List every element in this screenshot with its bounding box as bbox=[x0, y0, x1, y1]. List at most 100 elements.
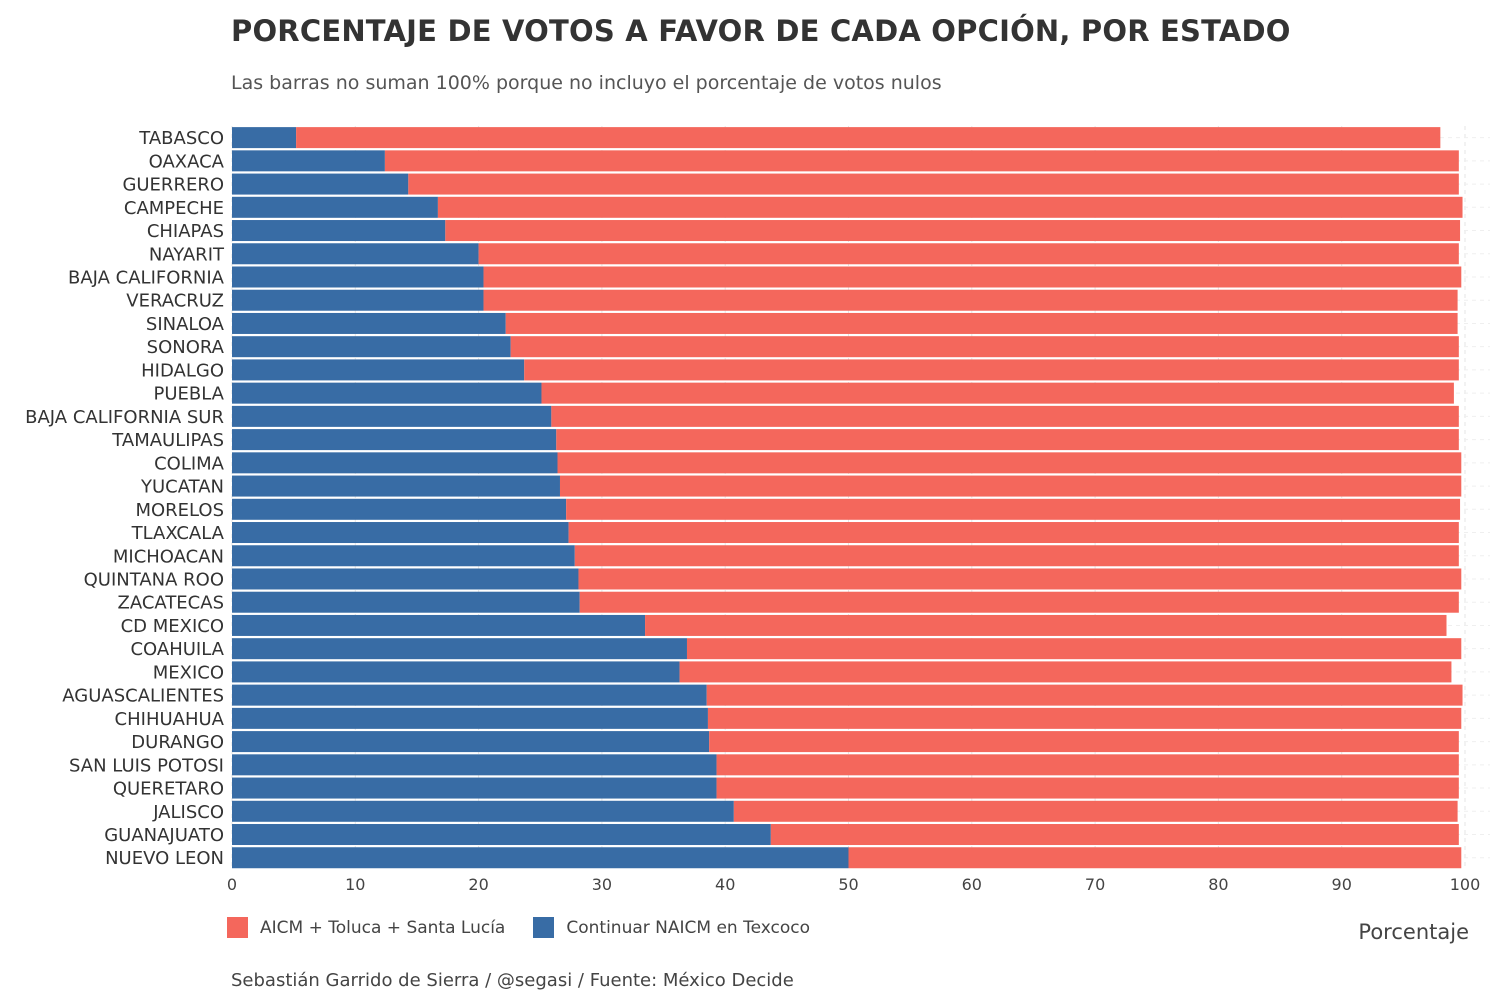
bar-naicm-tamaulipas bbox=[232, 429, 557, 451]
y-tick-label: TABASCO bbox=[138, 128, 224, 149]
y-tick-label: TAMAULIPAS bbox=[111, 430, 224, 451]
y-tick-label: VERACRUZ bbox=[126, 291, 224, 312]
y-tick-label: PUEBLA bbox=[153, 384, 224, 405]
bar-naicm-baja-california bbox=[232, 266, 484, 288]
y-tick-label: COAHUILA bbox=[130, 639, 224, 660]
bar-naicm-guanajuato bbox=[232, 824, 771, 846]
chart-subtitle: Las barras no suman 100% porque no inclu… bbox=[231, 72, 942, 94]
x-tick-label: 70 bbox=[1085, 875, 1105, 894]
y-tick-label: OAXACA bbox=[149, 151, 225, 172]
legend: AICM + Toluca + Santa Lucía Continuar NA… bbox=[227, 917, 838, 938]
legend-item-aicm: AICM + Toluca + Santa Lucía bbox=[227, 917, 505, 938]
y-tick-label: YUCATAN bbox=[140, 477, 224, 498]
bar-aicm-campeche bbox=[437, 196, 1463, 218]
bar-aicm-tabasco bbox=[296, 127, 1441, 149]
bar-naicm-oaxaca bbox=[232, 150, 385, 172]
bar-aicm-sonora bbox=[510, 336, 1459, 358]
y-tick-label: MICHOACAN bbox=[113, 546, 224, 567]
y-tick-label: SONORA bbox=[147, 337, 225, 358]
x-tick-label: 50 bbox=[838, 875, 858, 894]
bar-aicm-guerrero bbox=[408, 173, 1459, 195]
bar-aicm-chiapas bbox=[445, 220, 1461, 242]
bar-aicm-baja-california bbox=[483, 266, 1462, 288]
bar-naicm-jalisco bbox=[232, 800, 734, 822]
bar-aicm-oaxaca bbox=[384, 150, 1459, 172]
bar-naicm-chiapas bbox=[232, 220, 446, 242]
bar-naicm-campeche bbox=[232, 196, 438, 218]
y-tick-label: CD MEXICO bbox=[121, 616, 224, 637]
y-tick-label: ZACATECAS bbox=[118, 593, 225, 614]
bar-naicm-nuevo-leon bbox=[232, 847, 849, 869]
legend-swatch-naicm bbox=[533, 917, 555, 938]
bar-naicm-michoacan bbox=[232, 545, 575, 567]
bar-naicm-coahuila bbox=[232, 638, 687, 660]
y-tick-label: BAJA CALIFORNIA bbox=[68, 267, 225, 288]
x-tick-label: 90 bbox=[1332, 875, 1352, 894]
y-tick-label: GUERRERO bbox=[122, 175, 224, 196]
y-tick-label: MEXICO bbox=[153, 662, 224, 683]
bar-aicm-sinaloa bbox=[505, 312, 1458, 334]
bar-aicm-coahuila bbox=[686, 638, 1462, 660]
bar-naicm-san-luis-potosi bbox=[232, 754, 717, 776]
y-tick-label: GUANAJUATO bbox=[104, 825, 224, 846]
bar-naicm-durango bbox=[232, 731, 710, 753]
bar-naicm-yucatan bbox=[232, 475, 560, 497]
bar-aicm-durango bbox=[709, 731, 1459, 753]
bar-aicm-aguascalientes bbox=[706, 684, 1463, 706]
bar-aicm-jalisco bbox=[733, 800, 1458, 822]
bar-naicm-sonora bbox=[232, 336, 511, 358]
y-tick-label: NUEVO LEON bbox=[105, 848, 224, 869]
bar-aicm-hidalgo bbox=[524, 359, 1459, 381]
bar-aicm-nuevo-leon bbox=[848, 847, 1462, 869]
legend-swatch-aicm bbox=[227, 917, 248, 938]
bar-naicm-mexico bbox=[232, 661, 680, 683]
bar-aicm-baja-california-sur bbox=[551, 405, 1459, 427]
y-tick-label: TLAXCALA bbox=[131, 523, 225, 544]
y-tick-label: MORELOS bbox=[135, 500, 224, 521]
y-tick-label: SINALOA bbox=[146, 314, 225, 335]
y-tick-label: JALISCO bbox=[152, 802, 224, 823]
bar-aicm-quintana-roo bbox=[578, 568, 1462, 590]
y-tick-label: CHIAPAS bbox=[147, 221, 224, 242]
bar-naicm-zacatecas bbox=[232, 591, 580, 613]
x-tick-label: 100 bbox=[1450, 875, 1481, 894]
bar-naicm-baja-california-sur bbox=[232, 405, 552, 427]
x-tick-label: 40 bbox=[715, 875, 735, 894]
bar-aicm-tlaxcala bbox=[568, 522, 1459, 544]
bar-naicm-puebla bbox=[232, 382, 542, 404]
y-tick-label: HIDALGO bbox=[141, 360, 224, 381]
y-tick-label: CHIHUAHUA bbox=[115, 709, 225, 730]
x-tick-label: 60 bbox=[962, 875, 982, 894]
bar-naicm-tabasco bbox=[232, 127, 297, 149]
bar-naicm-hidalgo bbox=[232, 359, 525, 381]
chart-title: PORCENTAJE DE VOTOS A FAVOR DE CADA OPCI… bbox=[231, 14, 1291, 48]
y-tick-label: DURANGO bbox=[131, 732, 224, 753]
bar-naicm-guerrero bbox=[232, 173, 409, 195]
bar-naicm-morelos bbox=[232, 498, 567, 520]
bar-aicm-queretaro bbox=[716, 777, 1459, 799]
bar-naicm-sinaloa bbox=[232, 312, 506, 334]
bar-naicm-colima bbox=[232, 452, 558, 474]
bar-naicm-quintana-roo bbox=[232, 568, 579, 590]
y-tick-label: BAJA CALIFORNIA SUR bbox=[25, 407, 224, 428]
bar-aicm-mexico bbox=[679, 661, 1452, 683]
x-tick-label: 20 bbox=[468, 875, 488, 894]
bar-aicm-guanajuato bbox=[770, 824, 1459, 846]
y-tick-label: CAMPECHE bbox=[124, 198, 224, 219]
x-axis-title: Porcentaje bbox=[1358, 920, 1469, 944]
bar-aicm-san-luis-potosi bbox=[716, 754, 1459, 776]
bar-naicm-chihuahua bbox=[232, 707, 708, 729]
bar-naicm-aguascalientes bbox=[232, 684, 707, 706]
bar-naicm-queretaro bbox=[232, 777, 717, 799]
y-tick-label: QUINTANA ROO bbox=[84, 569, 224, 590]
bar-naicm-tlaxcala bbox=[232, 522, 569, 544]
x-tick-label: 10 bbox=[345, 875, 365, 894]
bar-aicm-veracruz bbox=[483, 289, 1458, 311]
bar-naicm-nayarit bbox=[232, 243, 479, 265]
bar-naicm-cd-mexico bbox=[232, 614, 646, 636]
x-tick-label: 30 bbox=[592, 875, 612, 894]
bar-aicm-colima bbox=[557, 452, 1462, 474]
x-tick-label: 80 bbox=[1208, 875, 1228, 894]
bar-aicm-michoacan bbox=[574, 545, 1459, 567]
